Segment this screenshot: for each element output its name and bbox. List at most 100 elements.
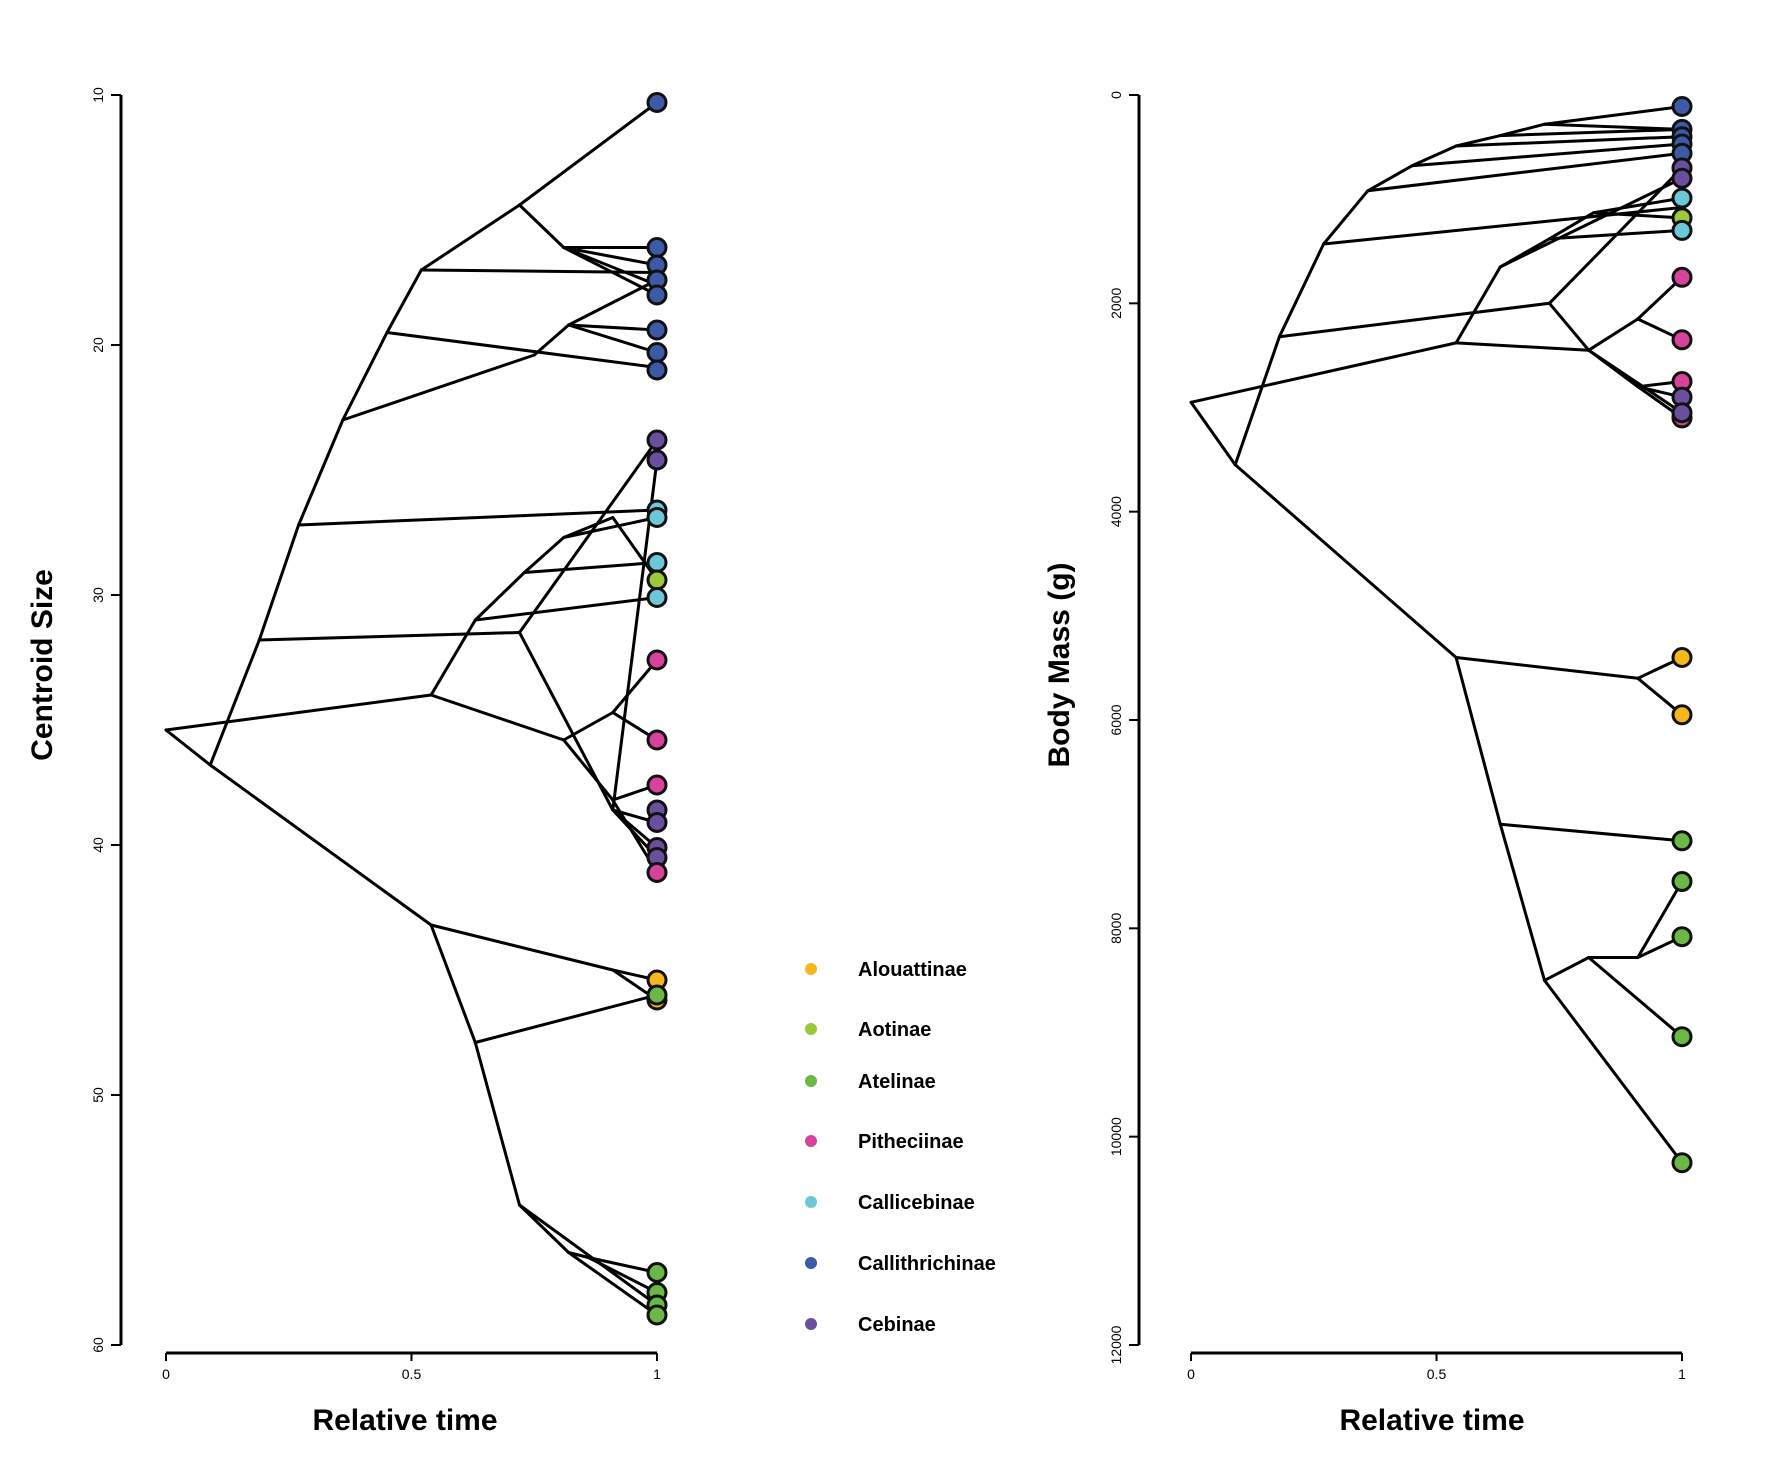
branch-line xyxy=(1498,176,1684,269)
tip-point xyxy=(646,552,668,573)
branch-line xyxy=(473,596,659,622)
branch-line xyxy=(419,268,659,274)
legend-label: Pitheciinae xyxy=(858,1131,964,1153)
tip-point xyxy=(1671,830,1693,852)
branch-line xyxy=(1366,164,1414,193)
axes: 0 2000 4000 6000 8000 10000 12000 0 0.5 1 xyxy=(1108,91,1686,1382)
branch-line xyxy=(1592,196,1684,215)
tip-point xyxy=(1671,167,1693,189)
y-tick-label: 20 xyxy=(90,337,106,353)
legend-item-callithrichinae: Callithrichinae xyxy=(805,1253,996,1275)
legend-label: Cebinae xyxy=(858,1314,936,1336)
tip-point xyxy=(646,569,668,591)
branch-line xyxy=(1189,400,1237,467)
y-tick-label: 8000 xyxy=(1108,913,1124,944)
branch-line xyxy=(1543,978,1684,1165)
tip-point xyxy=(646,319,668,341)
tip-point xyxy=(1671,704,1693,726)
branch-line xyxy=(257,523,301,642)
branch-line xyxy=(257,631,521,642)
x-tick-label: 1 xyxy=(1678,1366,1686,1382)
branch-line xyxy=(429,618,477,697)
x-axis-title: Relative time xyxy=(1339,1404,1524,1437)
tip-point xyxy=(646,92,668,113)
branch-line xyxy=(562,738,615,802)
tip-point xyxy=(1671,219,1693,241)
legend-marker xyxy=(805,1135,817,1147)
tip-point xyxy=(1671,871,1693,892)
branch-line xyxy=(1454,656,1502,826)
x-axis-title: Relative time xyxy=(312,1404,497,1437)
legend-item-pitheciinae: Pitheciinae xyxy=(805,1131,964,1153)
branch-line xyxy=(1454,135,1684,148)
branch-line xyxy=(1592,211,1684,220)
legend-marker xyxy=(805,1196,817,1208)
branch-line xyxy=(473,993,659,1044)
tip-point xyxy=(1671,96,1693,117)
branch-line xyxy=(1277,242,1326,339)
legend-marker xyxy=(805,963,817,975)
branch-line xyxy=(518,203,566,249)
y-tick-label: 30 xyxy=(90,587,106,603)
branch-line xyxy=(1547,301,1591,352)
y-tick-label: 4000 xyxy=(1108,496,1124,527)
branch-line xyxy=(341,331,389,422)
branch-line xyxy=(1587,348,1684,415)
legend-marker xyxy=(805,1075,817,1087)
legend-item-alouattinae: Alouattinae xyxy=(805,959,967,981)
branch-line xyxy=(208,638,261,767)
tip-point xyxy=(1671,187,1693,209)
legend-label: Aotinae xyxy=(858,1019,931,1041)
y-tick-label: 6000 xyxy=(1108,704,1124,735)
tip-point xyxy=(646,729,668,751)
branch-line xyxy=(1543,105,1684,126)
legend: Alouattinae Aotinae Atelinae Pitheciinae… xyxy=(805,959,996,1336)
branch-line xyxy=(567,323,659,332)
tip-point xyxy=(1671,402,1693,424)
branch-line xyxy=(562,516,615,539)
tip-point xyxy=(646,507,668,528)
legend-item-callicebinae: Callicebinae xyxy=(805,1192,975,1214)
legend-marker xyxy=(805,1023,817,1035)
tip-point xyxy=(646,449,668,471)
branch-line xyxy=(518,1203,659,1307)
branch-line xyxy=(522,536,566,574)
branch-line xyxy=(473,1041,521,1207)
branch-line xyxy=(1587,956,1684,1039)
y-tick-label: 0 xyxy=(1108,91,1124,99)
legend-marker xyxy=(805,1318,817,1330)
branch-line xyxy=(1547,211,1596,241)
y-tick-label: 10000 xyxy=(1108,1117,1124,1156)
centroid-size-panel: 10 20 30 40 50 60 0 0.5 1 Relative time Centroid… xyxy=(26,87,668,1437)
branch-line xyxy=(611,658,659,714)
branch-line xyxy=(586,1256,659,1294)
tip-point xyxy=(1671,647,1693,668)
tip-point xyxy=(1671,926,1693,948)
tree-branches xyxy=(1189,105,1684,1165)
branch-line xyxy=(1233,463,1458,659)
branch-line xyxy=(586,1256,659,1274)
branch-line xyxy=(1498,122,1546,138)
branch-line xyxy=(341,353,536,422)
tip-point xyxy=(646,342,668,363)
legend-label: Callithrichinae xyxy=(858,1253,996,1275)
branch-line xyxy=(1454,656,1640,680)
tip-point xyxy=(1671,1152,1693,1174)
y-axis-title: Body Mass (g) xyxy=(1043,562,1076,767)
x-tick-label: 0 xyxy=(1187,1366,1195,1382)
branch-line xyxy=(1636,880,1684,959)
branch-line xyxy=(562,246,659,267)
branch-line xyxy=(1366,151,1684,193)
tip-point xyxy=(646,284,668,306)
tree-branches xyxy=(164,101,659,1317)
branch-line xyxy=(567,323,659,354)
tip-point xyxy=(646,862,668,883)
x-tick-label: 0.5 xyxy=(402,1366,422,1382)
branch-line xyxy=(429,923,477,1044)
branch-line xyxy=(1498,822,1684,843)
tip-point xyxy=(1671,266,1693,288)
tip-point xyxy=(646,237,668,258)
branch-line xyxy=(297,508,659,527)
branch-line xyxy=(297,418,345,527)
legend-item-aotinae: Aotinae xyxy=(805,1019,931,1041)
